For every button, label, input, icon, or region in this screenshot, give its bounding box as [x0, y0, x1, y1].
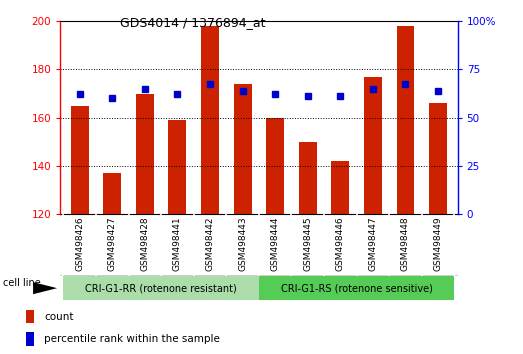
Text: GSM498448: GSM498448	[401, 216, 410, 271]
Text: GSM498443: GSM498443	[238, 216, 247, 271]
Bar	[201, 26, 219, 214]
Bar	[136, 93, 154, 214]
Text: GSM498428: GSM498428	[140, 216, 150, 271]
Text: GSM498447: GSM498447	[368, 216, 378, 271]
Text: count: count	[44, 312, 74, 321]
Bar	[364, 77, 382, 214]
Text: CRI-G1-RS (rotenone sensitive): CRI-G1-RS (rotenone sensitive)	[281, 283, 433, 293]
Text: cell line: cell line	[3, 278, 41, 288]
Text: GSM498449: GSM498449	[434, 216, 442, 271]
Text: CRI-G1-RR (rotenone resistant): CRI-G1-RR (rotenone resistant)	[85, 283, 237, 293]
Bar	[429, 103, 447, 214]
Bar	[104, 173, 121, 214]
Bar	[168, 120, 186, 214]
Bar	[299, 142, 317, 214]
Text: GSM498445: GSM498445	[303, 216, 312, 271]
Text: percentile rank within the sample: percentile rank within the sample	[44, 334, 220, 344]
Bar	[63, 276, 259, 300]
Text: GSM498446: GSM498446	[336, 216, 345, 271]
Text: GSM498442: GSM498442	[206, 216, 214, 270]
Bar	[259, 276, 454, 300]
Bar	[71, 105, 89, 214]
Bar	[26, 332, 35, 346]
Text: GDS4014 / 1376894_at: GDS4014 / 1376894_at	[120, 16, 265, 29]
Text: GSM498427: GSM498427	[108, 216, 117, 271]
Text: GSM498441: GSM498441	[173, 216, 182, 271]
Bar	[234, 84, 252, 214]
Bar	[396, 26, 414, 214]
Bar	[26, 310, 35, 324]
Bar	[332, 161, 349, 214]
Text: GSM498426: GSM498426	[75, 216, 84, 271]
Bar	[266, 118, 284, 214]
Polygon shape	[33, 282, 57, 294]
Text: GSM498444: GSM498444	[271, 216, 280, 270]
